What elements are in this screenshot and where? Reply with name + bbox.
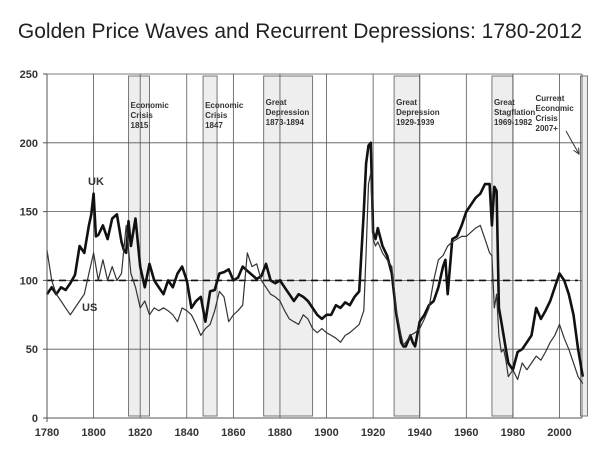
y-tick-label: 250 [20,69,38,81]
label-line: Great [266,98,287,107]
label-line: Economic [536,104,575,113]
shaded-period-label-0: Economic Crisis 1815 [131,101,170,130]
shaded-period-2 [263,75,314,417]
x-tick-label: 1920 [361,427,385,439]
y-tick-label: 0 [32,413,38,425]
label-line: Stagflation [494,108,535,117]
x-tick-label: 1800 [81,427,105,439]
x-tick-label: 1980 [501,427,525,439]
label-line: 1873-1894 [266,118,305,127]
y-tick-label: 200 [20,138,38,150]
x-tick-label: 1840 [175,427,199,439]
label-line: Crisis [205,111,228,120]
shaded-period-label-5: Current Economic Crisis 2007+ [536,94,575,133]
x-tick-label: 1940 [407,427,431,439]
series-label-uk: UK [88,176,104,188]
series-label-us: US [82,302,97,314]
label-line: 1929-1939 [396,118,435,127]
shaded-period-5 [579,75,588,417]
chart-title: Golden Price Waves and Recurrent Depress… [17,20,583,43]
current-crisis-arrow [565,130,579,154]
label-line: 2007+ [536,124,559,133]
label-line: 1815 [131,121,149,130]
label-line: Economic [131,101,170,110]
x-tick-label: 1860 [221,427,245,439]
axes: 0 50 100 150 200 250 1780 1800 1820 1840 1860 1880 1… [20,69,582,439]
shaded-period-3 [393,75,421,417]
x-tick-label: 1960 [454,427,478,439]
series-line-us [46,172,584,384]
y-tick-label: 100 [20,275,38,287]
x-tick-label: 1820 [128,427,152,439]
label-line: Economic [205,101,244,110]
label-line: Depression [396,108,440,117]
x-tick-label: 2000 [547,427,571,439]
x-tick-label: 1780 [35,427,59,439]
label-line: Crisis [536,114,559,123]
x-tick-label: 1880 [268,427,292,439]
shaded-period-label-4: Great Stagflation 1969-1982 [494,98,535,127]
label-line: Great [396,98,417,107]
x-tick-label: 1900 [314,427,338,439]
series-group [45,141,585,384]
y-tick-label: 150 [20,207,38,219]
label-line: Crisis [131,111,154,120]
label-line: 1969-1982 [494,118,533,127]
shaded-period-1 [202,75,218,417]
series-line-uk [45,141,585,377]
shaded-periods [128,75,588,417]
shaded-period-label-1: Economic Crisis 1847 [205,101,244,130]
shaded-period-label-3: Great Depression 1929-1939 [396,98,440,127]
label-line: Depression [266,108,310,117]
series-labels: UK US [82,176,104,314]
label-line: Current [536,94,565,103]
y-tick-label: 50 [26,344,38,356]
shaded-period-label-2: Great Depression 1873-1894 [266,98,310,127]
label-line: Great [494,98,515,107]
label-line: 1847 [205,121,223,130]
